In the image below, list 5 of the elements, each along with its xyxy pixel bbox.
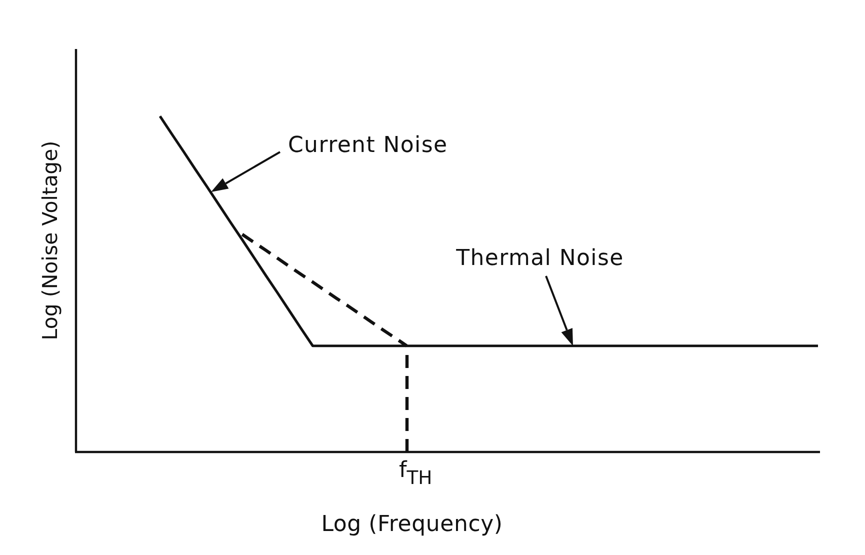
x-axis-title: Log (Frequency) <box>321 512 503 537</box>
annotation: Current Noise <box>288 133 448 158</box>
annotation: Thermal Noise <box>455 246 624 272</box>
text: f$_{TH}$ <box>399 458 432 489</box>
y-axis-title: Log (Noise Voltage) <box>38 140 62 340</box>
